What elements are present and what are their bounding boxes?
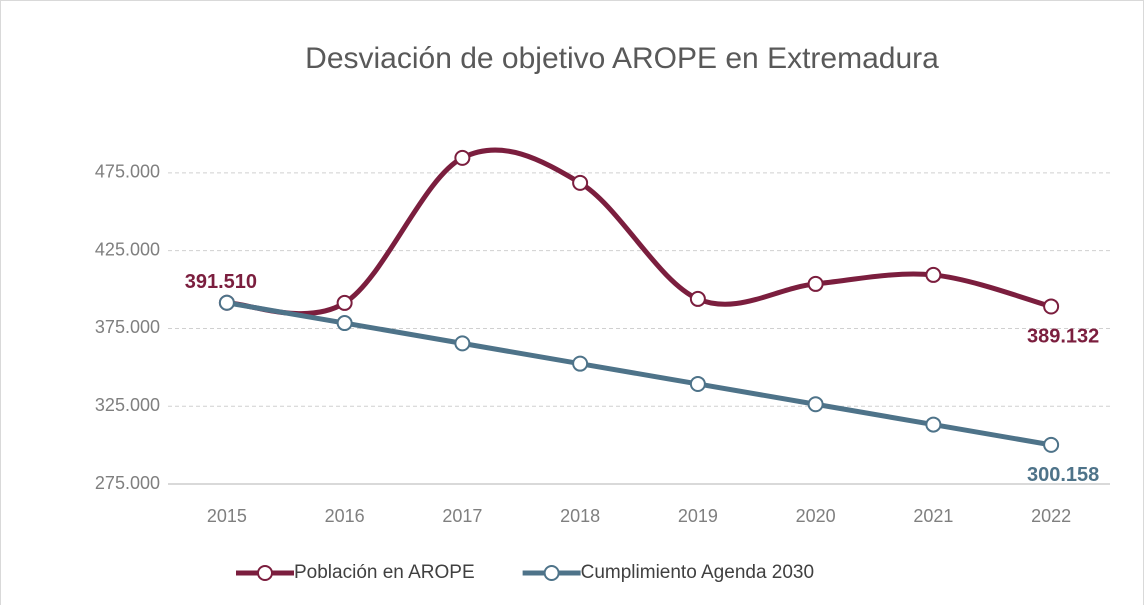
data-point (454, 149, 471, 166)
legend-marker (257, 565, 273, 581)
x-tick-label: 2020 (796, 506, 836, 526)
legend-label: Población en AROPE (294, 562, 475, 583)
data-point (218, 294, 235, 311)
data-point (689, 290, 706, 307)
data-label: 391.510 (185, 271, 257, 293)
data-point (572, 355, 589, 372)
data-point (572, 174, 589, 191)
chart-title: Desviación de objetivo AROPE en Extremad… (305, 42, 939, 75)
x-tick-label: 2022 (1031, 506, 1071, 526)
x-tick-label: 2015 (207, 506, 247, 526)
y-tick-label: 375.000 (95, 317, 160, 337)
data-label: 389.132 (1027, 326, 1099, 348)
data-point (1043, 436, 1060, 453)
x-tick-label: 2016 (325, 506, 365, 526)
data-point (454, 335, 471, 352)
y-tick-label: 475.000 (95, 162, 160, 182)
x-tick-label: 2018 (560, 506, 600, 526)
data-point (807, 275, 824, 292)
data-point (336, 315, 353, 332)
data-point (336, 294, 353, 311)
data-point (689, 375, 706, 392)
x-tick-label: 2021 (913, 506, 953, 526)
data-point (1043, 298, 1060, 315)
y-tick-label: 425.000 (95, 239, 160, 259)
series-line (224, 147, 1054, 317)
x-tick-label: 2019 (678, 506, 718, 526)
y-tick-label: 325.000 (95, 395, 160, 415)
legend-marker (543, 565, 560, 581)
data-point (925, 416, 942, 433)
data-point (807, 396, 824, 413)
data-label: 300.158 (1027, 464, 1099, 486)
x-tick-label: 2017 (442, 506, 482, 526)
legend-label: Cumplimiento Agenda 2030 (581, 562, 814, 583)
data-point (925, 266, 942, 283)
y-tick-label: 275.000 (95, 473, 160, 493)
series-line (224, 300, 1054, 448)
